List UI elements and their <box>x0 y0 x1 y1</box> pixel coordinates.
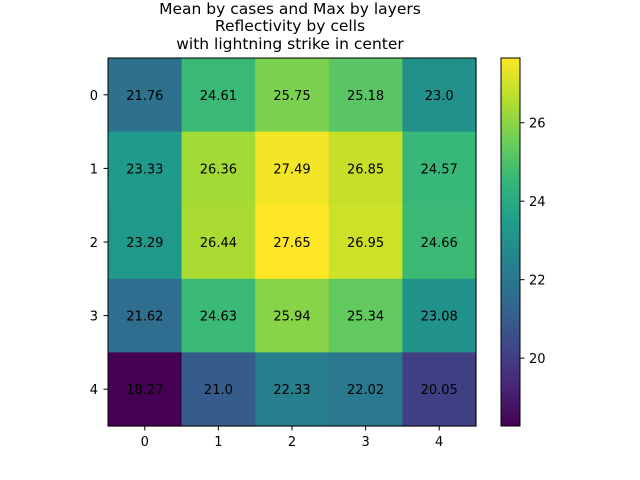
cell-value-label: 23.08 <box>421 310 458 325</box>
heatmap-cell <box>328 352 403 427</box>
heatmap-cell <box>255 205 330 280</box>
heatmap-cell <box>108 352 183 427</box>
heatmap-cell <box>255 278 330 353</box>
x-tick-label: 1 <box>214 435 222 450</box>
cell-value-label: 23.33 <box>126 162 163 177</box>
heatmap-cells <box>108 58 477 427</box>
cell-value-label: 24.61 <box>200 89 237 104</box>
heatmap-axes: 0 1 2 3 4 0 1 2 3 4 <box>90 57 477 450</box>
heatmap-cell <box>181 131 256 206</box>
cell-value-label: 24.63 <box>200 310 237 325</box>
colorbar-tick-label: 22 <box>529 274 546 289</box>
x-tick-label: 0 <box>141 435 149 450</box>
heatmap-cell <box>402 131 477 206</box>
colorbar-tick-label: 26 <box>529 117 546 132</box>
heatmap-cell <box>328 278 403 353</box>
heatmap-cell <box>255 352 330 427</box>
heatmap-cell <box>328 131 403 206</box>
y-tick-label: 4 <box>90 383 98 398</box>
colorbar-tick-label: 20 <box>529 352 546 367</box>
heatmap-cell <box>181 58 256 133</box>
chart-title-line-2: Reflectivity by cells <box>214 17 366 35</box>
x-tick-label: 2 <box>288 435 296 450</box>
heatmap-cell <box>255 58 330 133</box>
cell-value-label: 25.34 <box>347 310 384 325</box>
heatmap-cell <box>108 131 183 206</box>
heatmap-cell <box>181 205 256 280</box>
cell-value-label: 26.36 <box>200 162 237 177</box>
heatmap-cell <box>328 205 403 280</box>
heatmap-cell <box>181 278 256 353</box>
colorbar: 20 22 24 26 <box>500 57 546 427</box>
y-tick-label: 1 <box>90 162 98 177</box>
cell-value-label: 25.75 <box>273 89 310 104</box>
cell-value-label: 21.0 <box>204 383 233 398</box>
cell-value-label: 26.44 <box>200 236 237 251</box>
cell-value-label: 25.18 <box>347 89 384 104</box>
cell-value-label: 23.29 <box>126 236 163 251</box>
cell-value-label: 23.0 <box>425 89 454 104</box>
heatmap-cell <box>402 352 477 427</box>
x-tick-label: 4 <box>435 435 443 450</box>
cell-value-label: 26.95 <box>347 236 384 251</box>
x-tick-label: 3 <box>361 435 369 450</box>
heatmap-cell <box>255 131 330 206</box>
cell-value-label: 22.02 <box>347 383 384 398</box>
heatmap-cell-labels: 21.76 24.61 25.75 25.18 23.0 23.33 26.36 27.49 2… <box>126 89 458 398</box>
heatmap-cell <box>402 205 477 280</box>
cell-value-label: 25.94 <box>273 310 310 325</box>
cell-value-label: 21.76 <box>126 89 163 104</box>
heatmap-cell <box>108 58 183 133</box>
heatmap-cell <box>402 58 477 133</box>
y-tick-label: 0 <box>90 89 98 104</box>
cell-value-label: 21.62 <box>126 310 163 325</box>
cell-value-label: 24.57 <box>421 162 458 177</box>
cell-value-label: 24.66 <box>421 236 458 251</box>
cell-value-label: 27.49 <box>273 162 310 177</box>
chart-title-line-1: Mean by cases and Max by layers <box>159 0 421 18</box>
heatmap-cell <box>108 205 183 280</box>
y-tick-label: 3 <box>90 310 98 325</box>
cell-value-label: 26.85 <box>347 162 384 177</box>
cell-value-label: 18.27 <box>126 383 163 398</box>
cell-value-label: 20.05 <box>421 383 458 398</box>
heatmap-cell <box>402 278 477 353</box>
colorbar-gradient <box>500 57 521 427</box>
chart-title-line-3: with lightning strike in center <box>176 35 404 53</box>
heatmap-cell <box>181 352 256 427</box>
colorbar-tick-label: 24 <box>529 195 546 210</box>
heatmap-cell <box>108 278 183 353</box>
heatmap-cell <box>328 58 403 133</box>
cell-value-label: 22.33 <box>273 383 310 398</box>
cell-value-label: 27.65 <box>273 236 310 251</box>
y-tick-label: 2 <box>90 236 98 251</box>
